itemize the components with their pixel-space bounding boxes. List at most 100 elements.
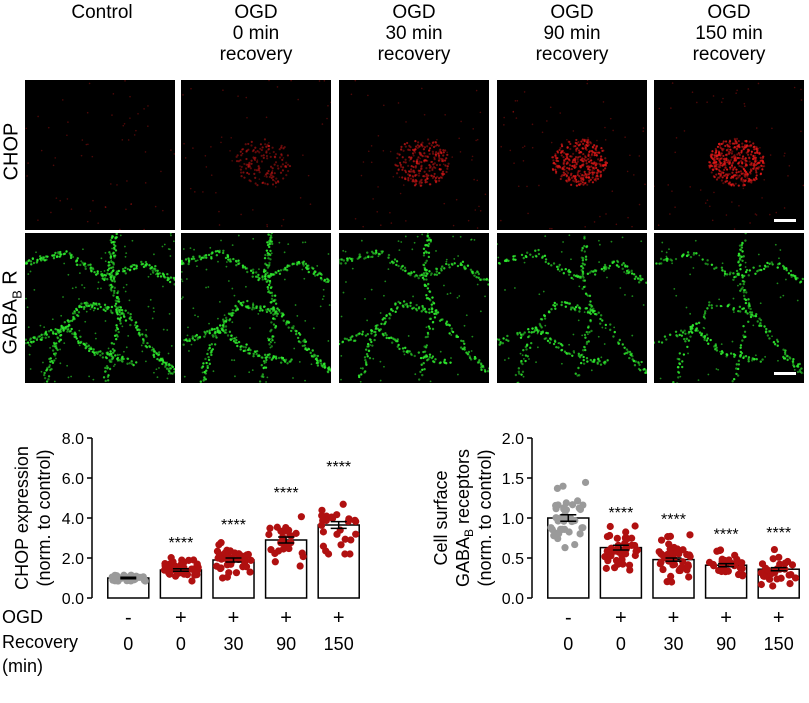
chop-expression-chart: 0.0 2.0 4.0 6.0 8.0 - 0 **** +0 **** +30 **** +90 ***… [12, 431, 360, 654]
data-point [656, 560, 664, 568]
recovery-cell: 150 [764, 634, 794, 654]
y-tick-label: 2.0 [502, 431, 524, 448]
ogd-label-left: OGD [2, 607, 44, 627]
gabab-micrograph [654, 233, 804, 383]
header-line: recovery [219, 44, 293, 65]
data-point [140, 576, 149, 585]
column-header-ogd-30: OGD 30 min recovery [339, 2, 489, 65]
significance-label: **** [714, 527, 739, 544]
significance-label: **** [221, 517, 246, 534]
gabab-surface-chart: 0.0 0.5 1.0 1.5 2.0 - 0 **** +0 **** +30 **** +90 ***… [431, 431, 800, 654]
recovery-cell: 150 [324, 634, 354, 654]
header-line: 150 min [695, 23, 763, 44]
header-line: 30 min [385, 23, 443, 44]
data-point [610, 547, 619, 555]
data-point [659, 565, 667, 574]
data-point [183, 571, 192, 579]
data-point [352, 530, 360, 538]
data-point [336, 526, 344, 534]
data-point [217, 555, 226, 563]
data-point [788, 561, 797, 569]
ogd-cell: + [333, 607, 345, 629]
data-point [579, 524, 587, 532]
data-point [345, 515, 353, 523]
data-point [223, 573, 231, 581]
data-point [168, 562, 176, 570]
recovery-cell: 30 [223, 634, 243, 654]
data-point [619, 560, 627, 568]
data-point [602, 564, 610, 572]
header-line: OGD [234, 2, 278, 23]
gabab-micrograph [497, 233, 647, 383]
data-point [351, 516, 359, 524]
data-point [631, 522, 639, 530]
data-point [271, 558, 279, 566]
chop-micrograph [497, 80, 647, 230]
data-point [561, 525, 569, 534]
header-line: recovery [535, 44, 609, 65]
significance-label: **** [766, 525, 791, 542]
data-point [292, 529, 300, 537]
data-point [759, 572, 768, 580]
data-point [185, 556, 193, 564]
y-tick-label: 0.0 [502, 591, 524, 608]
data-point [716, 546, 725, 554]
recovery-cell: 0 [563, 634, 573, 654]
data-point [133, 574, 141, 582]
data-point [665, 540, 673, 548]
data-point [576, 530, 584, 538]
data-point [667, 550, 675, 558]
data-point [267, 546, 275, 554]
data-point [676, 566, 684, 575]
data-point [299, 553, 307, 561]
data-point [773, 575, 781, 583]
column-header-ogd-90: OGD 90 min recovery [497, 2, 647, 65]
chop-micrograph [339, 80, 489, 230]
data-point [739, 571, 747, 579]
gabab-micrograph [339, 233, 489, 383]
recovery-cell: 30 [663, 634, 683, 654]
y-axis-label: Cell surface [431, 470, 451, 565]
data-point [622, 528, 630, 536]
data-point [242, 563, 251, 571]
data-point [771, 568, 779, 577]
header-line: 90 min [543, 23, 601, 44]
data-point [247, 556, 255, 564]
y-tick-label: 0.5 [502, 551, 524, 568]
data-point [736, 564, 745, 572]
data-point [787, 570, 795, 579]
data-point [770, 545, 779, 554]
data-point [568, 501, 577, 509]
data-point [337, 541, 345, 549]
column-header-ogd-0: OGD 0 min recovery [181, 2, 331, 65]
data-point [606, 531, 614, 540]
data-point [232, 569, 241, 577]
data-point [322, 547, 330, 555]
data-point [769, 555, 777, 563]
data-point [667, 572, 675, 581]
column-header-control: Control [27, 2, 177, 23]
data-point [322, 516, 330, 525]
data-point [731, 551, 739, 559]
data-point [664, 533, 672, 541]
header-line: 0 min [232, 23, 280, 44]
ogd-cell: + [668, 607, 680, 629]
data-point [769, 582, 777, 590]
data-point [317, 521, 326, 529]
data-point [686, 531, 694, 539]
data-point [318, 506, 326, 514]
y-tick-label: 4.0 [62, 511, 84, 528]
data-point [339, 500, 347, 508]
recovery-cell: 0 [616, 634, 626, 654]
ogd-cell: + [175, 607, 187, 629]
data-point [628, 541, 636, 549]
data-point [579, 501, 587, 509]
header-line: OGD [550, 2, 594, 23]
chop-micrograph [654, 80, 804, 230]
y-tick-label: 0.0 [62, 591, 84, 608]
data-point [657, 536, 666, 544]
data-point [559, 482, 567, 490]
gabab-micrograph [181, 233, 331, 383]
data-point [764, 566, 772, 574]
